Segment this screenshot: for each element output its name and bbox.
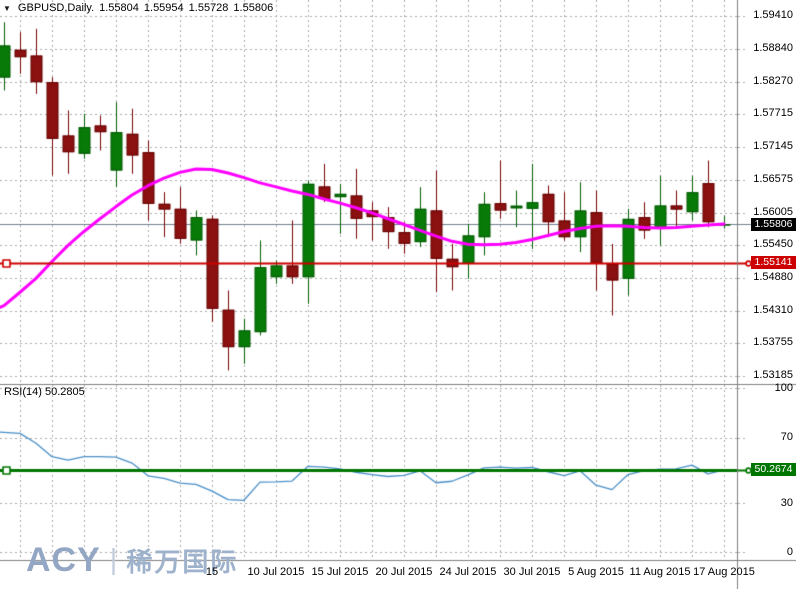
price-tick-label: 1.59410 xyxy=(753,9,793,21)
logo-separator: | xyxy=(109,544,118,576)
price-tick-label: 1.54880 xyxy=(753,271,793,284)
rsi-level-badge: 50.2674 xyxy=(751,463,796,476)
date-tick-label: 15 Jul 2015 xyxy=(311,566,369,578)
price-tick-label: 1.57145 xyxy=(753,140,793,153)
price-tick-label: 1.53755 xyxy=(753,336,793,349)
collapse-arrow-icon[interactable]: ▼ xyxy=(3,3,11,13)
rsi-tick-label: 100 xyxy=(774,381,793,394)
date-tick-label: 24 Jul 2015 xyxy=(439,566,497,578)
rsi-indicator-label: RSI(14) 50.2805 xyxy=(4,386,85,398)
chart-title-bar: ▼ GBPUSD,Daily. 1.55804 1.55954 1.55728 … xyxy=(3,1,273,15)
rsi-tick-label: 70 xyxy=(780,431,793,444)
price-tick-label: 1.57715 xyxy=(753,107,793,120)
current-price-badge: 1.55806 xyxy=(751,218,796,231)
date-tick-label: 30 Jul 2015 xyxy=(503,566,561,578)
date-tick-label: 17 Aug 2015 xyxy=(693,566,755,578)
date-tick-label: 20 Jul 2015 xyxy=(375,566,433,578)
date-tick-label: 11 Aug 2015 xyxy=(629,566,691,578)
price-tick-label: 1.53185 xyxy=(753,369,793,382)
price-tick-label: 1.58840 xyxy=(753,42,793,54)
low-value: 1.55728 xyxy=(188,2,229,14)
date-tick-label: 5 Aug 2015 xyxy=(568,566,624,578)
price-tick-label: 1.54310 xyxy=(753,304,793,317)
rsi-tick-label: 0 xyxy=(786,545,793,558)
logo-chinese-name: 稀万国际 xyxy=(126,547,239,577)
date-tick-label: 10 Jul 2015 xyxy=(247,566,305,578)
rsi-tick-label: 30 xyxy=(780,496,793,509)
high-value: 1.55954 xyxy=(143,2,184,14)
price-tick-label: 1.58270 xyxy=(753,75,793,87)
price-tick-label: 1.56575 xyxy=(753,173,793,186)
horizontal-line-price-badge: 1.55141 xyxy=(751,256,796,269)
close-value: 1.55806 xyxy=(233,2,274,14)
open-value: 1.55804 xyxy=(99,2,139,14)
price-tick-label: 1.55450 xyxy=(753,238,793,251)
price-tick-label: 1.56005 xyxy=(753,206,793,219)
date-tick-label: 15 xyxy=(205,566,219,578)
symbol-label: GBPUSD,Daily. xyxy=(17,2,95,14)
acy-logo-text: ACY xyxy=(26,541,101,579)
broker-logo: ACY | 稀万国际 xyxy=(26,541,238,580)
